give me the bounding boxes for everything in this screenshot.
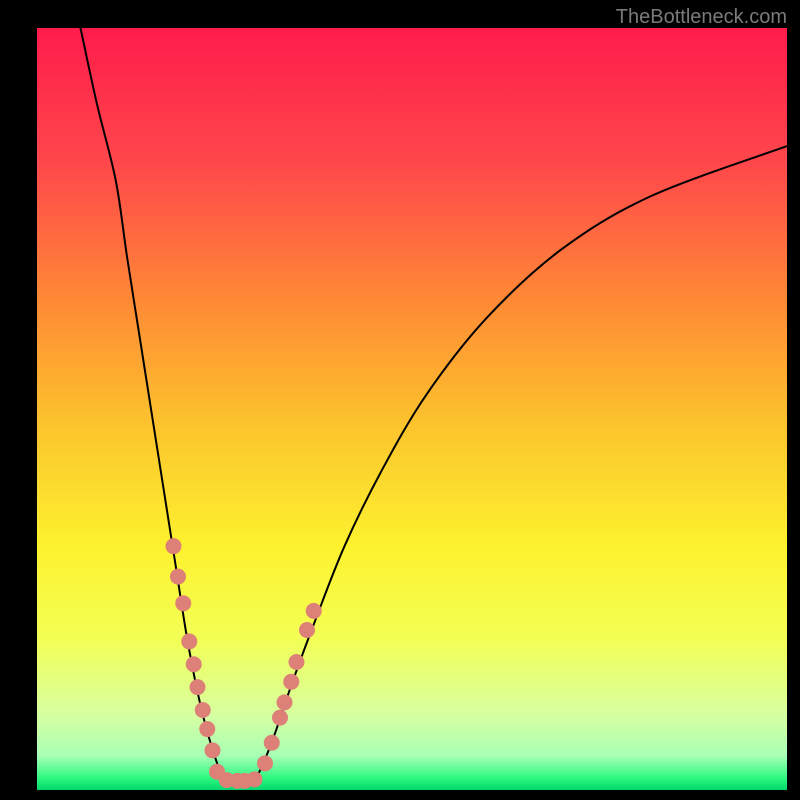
data-marker xyxy=(171,569,186,584)
data-marker xyxy=(182,634,197,649)
data-marker xyxy=(186,657,201,672)
chart-stage: TheBottleneck.com xyxy=(0,0,800,800)
bottleneck-chart xyxy=(0,0,800,800)
data-marker xyxy=(176,596,191,611)
data-marker xyxy=(166,539,181,554)
data-marker xyxy=(258,756,273,771)
data-marker xyxy=(306,603,321,618)
data-marker xyxy=(284,674,299,689)
data-marker xyxy=(190,680,205,695)
data-marker xyxy=(200,722,215,737)
data-marker xyxy=(205,743,220,758)
data-marker xyxy=(264,735,279,750)
data-marker xyxy=(273,710,288,725)
data-marker xyxy=(289,654,304,669)
data-marker xyxy=(195,702,210,717)
data-marker xyxy=(300,622,315,637)
data-marker xyxy=(277,695,292,710)
chart-gradient-bg xyxy=(37,28,787,790)
watermark-text: TheBottleneck.com xyxy=(616,6,787,29)
data-marker xyxy=(247,772,262,787)
